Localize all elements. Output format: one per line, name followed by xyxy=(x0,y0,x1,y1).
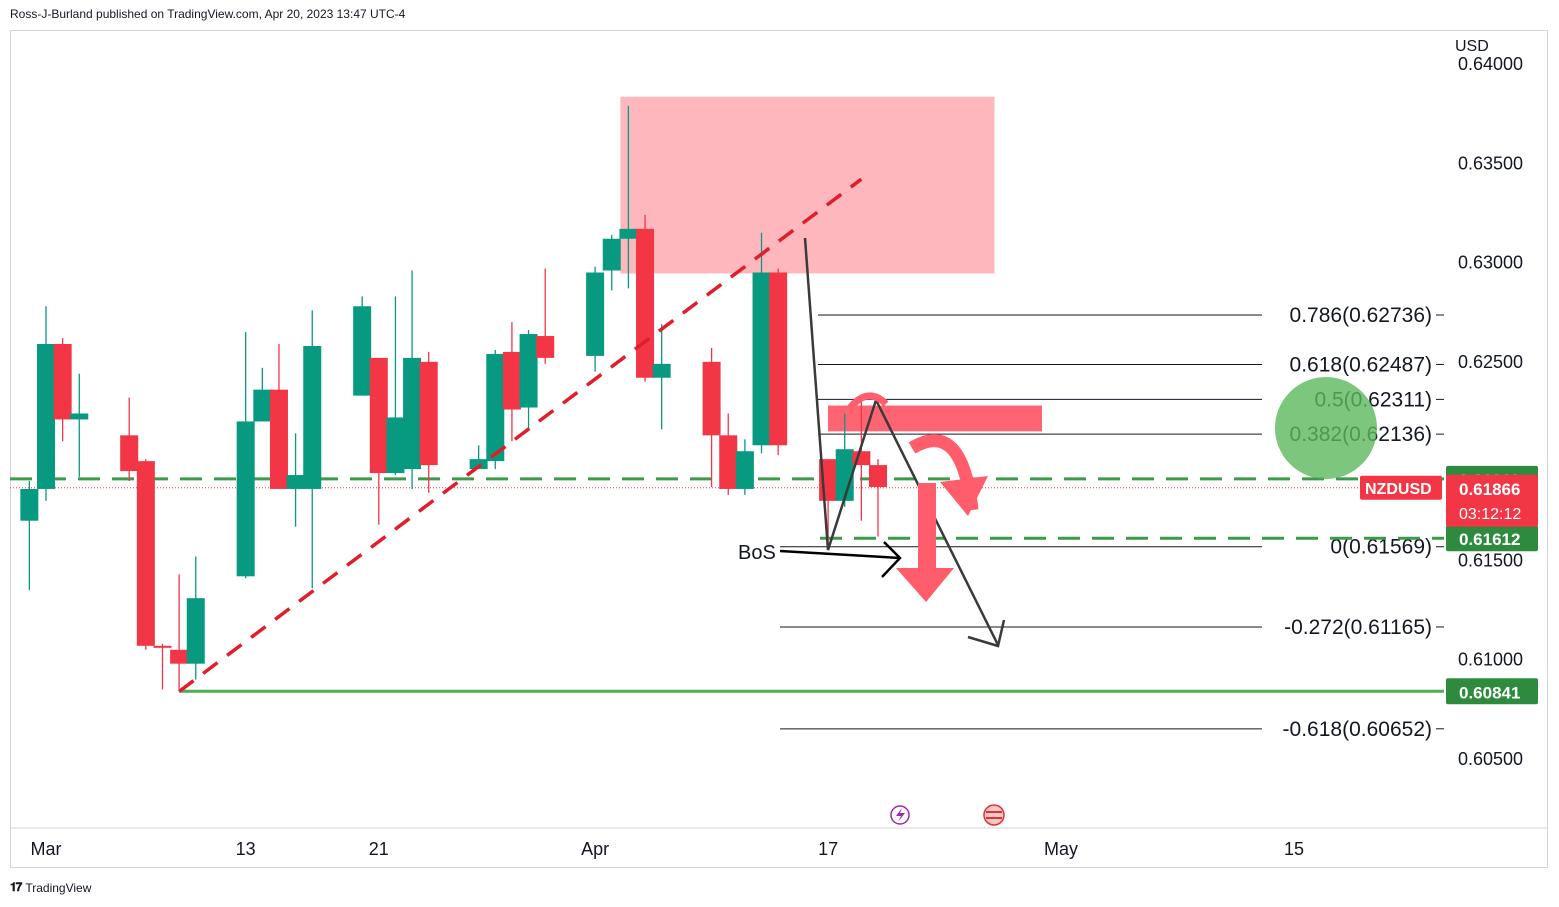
candle-body xyxy=(120,435,139,472)
small-resistance-zone xyxy=(828,405,1042,432)
candle-body xyxy=(269,389,288,489)
flash-event-icon xyxy=(896,808,905,822)
price-badge-label: 0.61612 xyxy=(1459,530,1520,549)
candle-body xyxy=(136,461,155,646)
chart-frame[interactable] xyxy=(10,30,1548,868)
candle-body xyxy=(769,272,788,446)
x-tick-label: 15 xyxy=(1284,839,1304,859)
y-tick-label: 0.63500 xyxy=(1458,153,1523,173)
candle-body xyxy=(719,435,738,489)
highlight-circle xyxy=(1275,377,1377,479)
candle-body xyxy=(486,353,505,462)
y-axis-unit: USD xyxy=(1455,38,1489,55)
pink-curved-arrowhead xyxy=(940,476,988,516)
x-tick-label: Mar xyxy=(31,839,62,859)
x-tick-label: 17 xyxy=(818,839,838,859)
candle-body xyxy=(636,228,655,378)
pink-down-arrowhead xyxy=(896,568,954,602)
candle-body xyxy=(502,351,521,410)
symbol-badge xyxy=(1360,475,1442,500)
candle-body xyxy=(652,363,671,378)
y-tick-label: 0.63000 xyxy=(1458,253,1523,273)
price-badge xyxy=(1446,525,1538,552)
rising-trendline xyxy=(178,177,863,693)
y-tick-label: 0.62500 xyxy=(1458,352,1523,372)
candle-body xyxy=(53,343,72,420)
candle-body xyxy=(153,645,172,648)
candle-body xyxy=(353,306,372,396)
x-tick-label: 13 xyxy=(236,839,256,859)
x-tick-label: 21 xyxy=(369,839,389,859)
y-tick-label: 0.61500 xyxy=(1458,550,1523,570)
us-flag-event-icon xyxy=(983,804,1005,826)
candle-body xyxy=(303,345,322,489)
candle-body xyxy=(37,343,55,489)
pink-hook-arrow xyxy=(847,392,889,411)
fib-label: 0.786(0.62736) xyxy=(1290,304,1432,327)
current-price-badge xyxy=(1446,474,1538,527)
fib-label: -0.272(0.61165) xyxy=(1284,616,1432,639)
fib-label: -0.618(0.60652) xyxy=(1283,718,1432,741)
candle-body xyxy=(702,361,721,436)
published-header: Ross-J-Burland published on TradingView.… xyxy=(10,7,406,21)
candle-body xyxy=(869,465,887,487)
candle-body xyxy=(286,475,305,489)
projected-path-arrowhead xyxy=(967,619,1006,648)
candle-body xyxy=(735,451,754,489)
supply-zone xyxy=(620,96,995,274)
candle-body xyxy=(386,417,405,474)
candle-body xyxy=(536,336,555,358)
symbol-badge-label: NZDUSD xyxy=(1365,481,1432,498)
candle-body xyxy=(186,598,205,664)
fib-label: 0(0.61569) xyxy=(1330,536,1432,559)
y-tick-label: 0.61000 xyxy=(1458,650,1523,670)
candle-body xyxy=(369,357,388,474)
candle-body xyxy=(752,272,771,446)
x-tick-label: Apr xyxy=(581,839,609,859)
flash-event-icon xyxy=(890,805,910,825)
candle-body xyxy=(619,228,638,239)
candle-body xyxy=(70,413,89,420)
candle-body xyxy=(519,334,538,408)
projected-path xyxy=(803,237,1000,646)
tradingview-logo-icon: 𝟏𝟕 xyxy=(10,880,22,894)
candle-body xyxy=(236,421,255,577)
candle-body xyxy=(403,357,422,470)
x-tick-label: May xyxy=(1044,839,1078,859)
bos-arrow-head xyxy=(881,541,902,578)
current-price-label: 0.61866 xyxy=(1459,480,1520,499)
pink-down-arrow-shaft xyxy=(918,483,936,571)
price-badge-label: 0.60841 xyxy=(1459,683,1520,702)
bos-arrow-line xyxy=(779,549,901,560)
footer-brand-text: TradingView xyxy=(25,880,92,895)
candle-body xyxy=(469,459,488,470)
price-badge xyxy=(1446,678,1538,705)
footer-brand: 𝟏𝟕 TradingView xyxy=(10,880,91,895)
candle-body xyxy=(602,238,621,271)
countdown-label: 03:12:12 xyxy=(1459,506,1521,523)
bos-label: BoS xyxy=(738,542,776,564)
candle-body xyxy=(253,389,272,422)
candle-body xyxy=(20,488,39,521)
candle-body xyxy=(419,361,438,466)
y-tick-label: 0.60500 xyxy=(1458,749,1523,769)
candle-body xyxy=(586,272,605,356)
fib-label: 0.618(0.62487) xyxy=(1290,353,1432,376)
y-tick-label: 0.64000 xyxy=(1458,54,1523,74)
candle-body xyxy=(170,649,189,664)
candle-body xyxy=(835,449,854,501)
